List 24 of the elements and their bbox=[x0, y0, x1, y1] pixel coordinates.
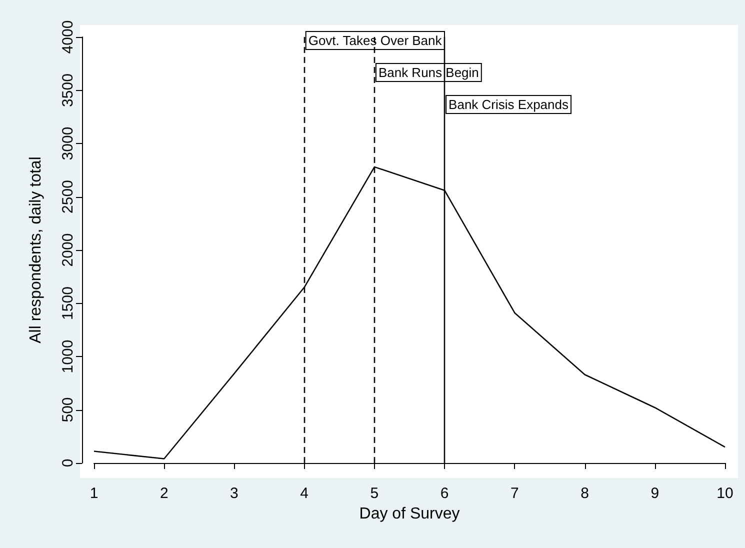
y-tick-label: 1500 bbox=[60, 286, 76, 320]
x-tick-label: 5 bbox=[370, 485, 379, 502]
y-tick-label: 500 bbox=[60, 397, 76, 422]
y-tick-label: 2500 bbox=[60, 180, 76, 214]
x-axis-title: Day of Survey bbox=[359, 506, 460, 522]
ref-line-label: Govt. Takes Over Bank bbox=[308, 33, 442, 48]
y-tick-label: 3500 bbox=[60, 74, 76, 107]
x-tick-label: 9 bbox=[650, 485, 660, 502]
x-tick-label: 10 bbox=[716, 485, 734, 502]
x-tick-label: 3 bbox=[230, 485, 238, 502]
ref-line-label: Bank Crisis Expands bbox=[448, 97, 569, 112]
y-axis-title: All respondents, daily total bbox=[28, 156, 44, 344]
x-tick-label: 8 bbox=[580, 485, 589, 502]
x-tick-label: 4 bbox=[300, 485, 309, 502]
y-tick-label: 4000 bbox=[60, 20, 76, 54]
y-tick-label: 3000 bbox=[60, 126, 76, 160]
y-tick-label: 1000 bbox=[60, 340, 76, 374]
y-tick-label: 2000 bbox=[60, 233, 76, 267]
x-tick-label: 7 bbox=[510, 485, 519, 502]
x-tick-label: 6 bbox=[440, 485, 449, 502]
x-tick-label: 2 bbox=[160, 485, 168, 502]
x-tick-label: 1 bbox=[90, 485, 98, 502]
y-tick-label: 0 bbox=[60, 458, 76, 468]
ref-line-label: Bank Runs Begin bbox=[378, 65, 479, 80]
